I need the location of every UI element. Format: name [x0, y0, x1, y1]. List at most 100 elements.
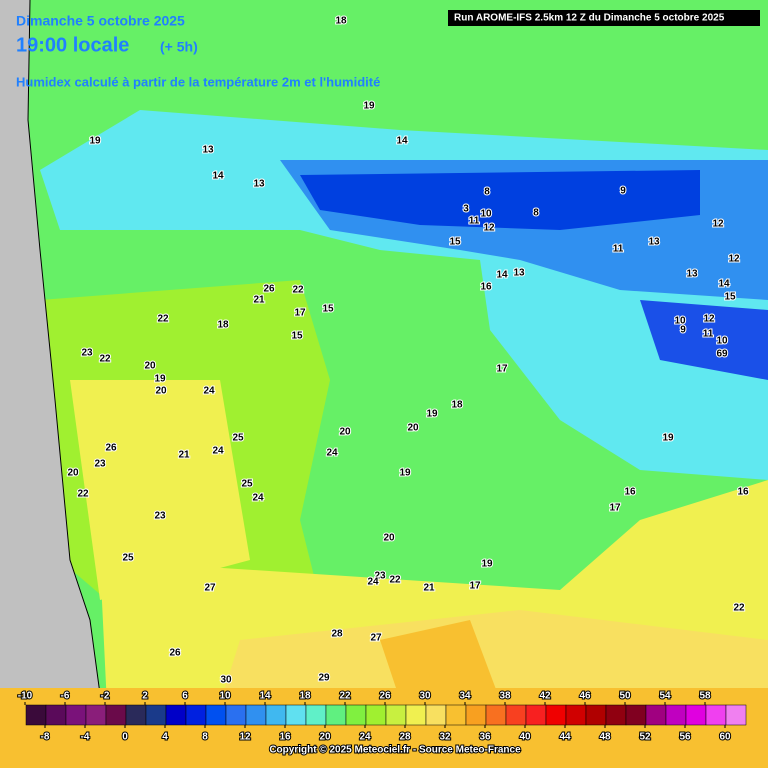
colorbar-label: 4: [162, 732, 168, 743]
contour-label: 13: [648, 237, 660, 248]
colorbar-label: 52: [639, 732, 651, 743]
contour-label: 23: [94, 459, 106, 470]
contour-label: 20: [407, 423, 419, 434]
contour-label: 25: [241, 479, 253, 490]
contour-label: 22: [157, 314, 169, 325]
color-swatch: [305, 704, 327, 726]
contour-label: 16: [737, 487, 749, 498]
contour-label: 21: [423, 583, 435, 594]
colorbar-label: 40: [519, 732, 531, 743]
color-swatch: [385, 704, 407, 726]
color-swatch: [125, 704, 147, 726]
colorbar-label: -8: [41, 732, 50, 743]
humidex-area: [640, 300, 768, 380]
contour-label: 26: [263, 284, 275, 295]
contour-label: 15: [322, 304, 334, 315]
contour-label: 19: [481, 559, 493, 570]
contour-label: 19: [662, 433, 674, 444]
color-swatch: [285, 704, 307, 726]
color-swatch: [105, 704, 127, 726]
color-swatch: [645, 704, 667, 726]
contour-label: 19: [89, 136, 101, 147]
contour-label: 18: [335, 16, 347, 27]
colorbar-label: 12: [239, 732, 251, 743]
contour-label: 13: [686, 269, 698, 280]
copyright: Copyright © 2025 Meteociel.fr - Source M…: [269, 745, 521, 756]
contour-label: 30: [220, 675, 232, 686]
color-swatch: [445, 704, 467, 726]
colorbar-label: 14: [259, 691, 271, 702]
contour-label: 9: [680, 325, 686, 336]
subtitle: Humidex calculé à partir de la températu…: [16, 74, 380, 89]
color-swatch: [245, 704, 267, 726]
contour-label: 22: [292, 285, 304, 296]
color-swatch: [365, 704, 387, 726]
contour-label: 14: [496, 270, 508, 281]
colorbar-label: 58: [699, 691, 711, 702]
colorbar-label: -6: [61, 691, 70, 702]
contour-label: 15: [449, 237, 461, 248]
humidex-area: [300, 170, 700, 230]
contour-label: 24: [252, 493, 264, 504]
color-swatch: [325, 704, 347, 726]
contour-label: 13: [253, 179, 265, 190]
contour-label: 16: [624, 487, 636, 498]
contour-label: 25: [232, 433, 244, 444]
colorbar: -10 -6 -2 2 6 10 14 18 22 26 30 34 38 42 46 50 54 58-8 -4 0…: [17, 690, 747, 744]
color-swatch: [585, 704, 607, 726]
colorbar-label: 50: [619, 691, 631, 702]
color-swatch: [705, 704, 727, 726]
contour-label: 16: [480, 282, 492, 293]
contour-label: 13: [202, 145, 214, 156]
colorbar-label: 2: [142, 691, 148, 702]
contour-label: 12: [483, 223, 495, 234]
date: Dimanche 5 octobre 2025: [16, 13, 185, 29]
color-swatch: [85, 704, 107, 726]
color-swatch: [685, 704, 707, 726]
colorbar-label: 54: [659, 691, 671, 702]
contour-label: 10: [480, 209, 492, 220]
colorbar-label: 38: [499, 691, 511, 702]
color-swatch: [725, 704, 747, 726]
contour-label: 8: [533, 208, 539, 219]
contour-label: 24: [367, 577, 379, 588]
contour-label: 12: [703, 314, 715, 325]
contour-label: 22: [77, 489, 89, 500]
color-swatch: [465, 704, 487, 726]
contour-label: 20: [144, 361, 156, 372]
contour-label: 25: [122, 553, 134, 564]
color-swatch: [165, 704, 187, 726]
color-swatch: [425, 704, 447, 726]
color-swatch: [65, 704, 87, 726]
colorbar-label: 26: [379, 691, 391, 702]
contour-label: 69: [716, 349, 728, 360]
contour-label: 20: [67, 468, 79, 479]
run-info: Run AROME-IFS 2.5km 12 Z du Dimanche 5 o…: [454, 13, 725, 24]
colorbar-label: 60: [719, 732, 731, 743]
contour-label: 19: [426, 409, 438, 420]
colorbar-label: -10: [18, 691, 33, 702]
contour-label: 11: [703, 329, 714, 340]
contour-label: 8: [484, 187, 490, 198]
color-swatch: [525, 704, 547, 726]
contour-label: 22: [733, 603, 745, 614]
colorbar-label: 10: [219, 691, 231, 702]
contour-label: 20: [339, 427, 351, 438]
colorbar-label: 20: [319, 732, 331, 743]
colorbar-background: [0, 688, 768, 768]
color-swatch: [545, 704, 567, 726]
contour-label: 17: [469, 581, 481, 592]
colorbar-label: 18: [299, 691, 311, 702]
colorbar-label: 48: [599, 732, 611, 743]
contour-label: 20: [383, 533, 395, 544]
color-swatch: [25, 704, 47, 726]
colorbar-label: 16: [279, 732, 291, 743]
contour-label: 21: [178, 450, 190, 461]
colorbar-label: 24: [359, 732, 371, 743]
contour-label: 21: [253, 295, 265, 306]
contour-label: 18: [217, 320, 229, 331]
color-swatch: [505, 704, 527, 726]
contour-label: 15: [724, 292, 736, 303]
